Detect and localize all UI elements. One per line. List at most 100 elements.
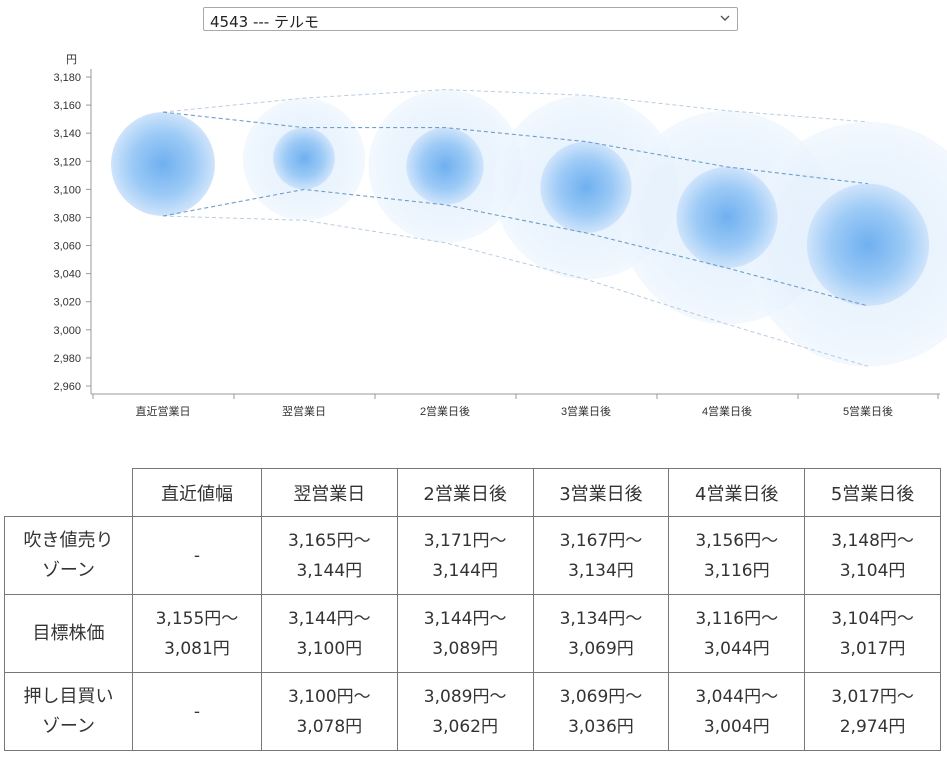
table-cell: 3,116円～ 3,044円: [668, 594, 806, 673]
target-bubble: [806, 183, 930, 306]
y-tick-label: 3,120: [53, 156, 81, 168]
table-cell-line: 2,974円: [839, 716, 906, 737]
table-cell-line: 3,104円: [839, 560, 906, 581]
x-tick-label: 5営業日後: [843, 404, 893, 418]
table-cell: 3,144円～ 3,089円: [396, 594, 534, 673]
table-cell-line: 3,089円: [432, 638, 498, 659]
table-cell-line: 3,134円～: [559, 608, 643, 629]
table-cell: 3,167円～ 3,134円: [532, 516, 670, 595]
table-cell: -: [132, 516, 262, 595]
table-cell-line: 3,144円: [296, 560, 363, 581]
row-label-line: ゾーン: [41, 559, 96, 581]
table-cell: 3,104円～ 3,017円: [804, 594, 941, 673]
table-cell-line: 3,069円～: [559, 686, 643, 707]
table-row: 吹き値売りゾーン - 3,165円～ 3,144円 3,171円～ 3,144円 3,167…: [4, 516, 941, 595]
buy-zone-line: [162, 215, 869, 367]
y-tick-label: 3,040: [53, 269, 81, 281]
table-cell: 3,165円～ 3,144円: [260, 516, 398, 595]
target-bubble: [540, 141, 632, 233]
target-bubble: [111, 112, 215, 217]
table-cell-line: 3,081円: [164, 638, 230, 659]
table-cell-line: 3,116円: [703, 560, 770, 581]
table-column-header: 翌営業日: [260, 468, 398, 517]
target-bubble: [676, 166, 778, 269]
stock-selector[interactable]: 4543 --- テルモ: [203, 7, 738, 31]
table-cell-line: 3,104円～: [831, 608, 914, 629]
row-label-line: ゾーン: [41, 715, 96, 737]
table-cell-line: 3,100円: [296, 638, 363, 659]
table-cell-line: 3,171円～: [423, 530, 507, 551]
x-tick-label: 3営業日後: [561, 404, 611, 418]
table-cell-line: -: [193, 545, 201, 566]
table-cell-line: 3,089円～: [423, 686, 507, 707]
y-tick-label: 2,960: [53, 381, 81, 393]
target-bubble: [406, 127, 484, 205]
x-tick-label: 2営業日後: [420, 404, 470, 418]
table-cell-line: 3,017円: [839, 638, 906, 659]
row-label: 押し目買い ゾーン: [4, 672, 133, 751]
y-tick-label: 3,160: [53, 100, 81, 112]
y-tick-label: 3,100: [53, 184, 81, 196]
stock-selector-value: 4543 --- テルモ: [210, 13, 319, 31]
y-tick-label: 3,020: [53, 297, 81, 309]
y-tick-label: 3,140: [53, 128, 81, 140]
table-cell: 3,089円～ 3,062円: [396, 672, 534, 751]
table-cell-line: 3,044円～: [695, 686, 779, 707]
table-column-header: 4営業日後: [668, 468, 806, 517]
table-cell: 3,155円～ 3,081円: [132, 594, 262, 673]
row-label-line: 目標株価: [32, 622, 105, 644]
x-tick-label: 4営業日後: [702, 404, 752, 418]
target-bubble: [273, 127, 335, 190]
row-label: 目標株価: [4, 594, 133, 673]
table-cell-line: 3,017円～: [831, 686, 914, 707]
table-column-header: 3営業日後: [532, 468, 670, 517]
target-low-line: [162, 188, 869, 307]
table-cell-line: 3,156円～: [695, 530, 779, 551]
y-tick-label: 3,180: [53, 72, 81, 84]
table-cell: 3,144円～ 3,100円: [260, 594, 398, 673]
table-cell: 3,017円～ 2,974円: [804, 672, 941, 751]
table-cell: 3,100円～ 3,078円: [260, 672, 398, 751]
table-cell-line: 3,078円: [296, 716, 363, 737]
table-cell-line: 3,167円～: [559, 530, 643, 551]
table-cell-line: 3,116円～: [695, 608, 779, 629]
table-column-header: 2営業日後: [396, 468, 534, 517]
table-cell: -: [132, 672, 262, 751]
table-cell: 3,069円～ 3,036円: [532, 672, 670, 751]
x-tick-label: 翌営業日: [282, 404, 326, 418]
table-cell: 3,134円～ 3,069円: [532, 594, 670, 673]
y-tick-label: 3,060: [53, 241, 81, 253]
table-cell: 3,148円～ 3,104円: [804, 516, 941, 595]
table-cell-line: 3,036円: [568, 716, 634, 737]
table-cell-line: 3,144円: [432, 560, 498, 581]
table-corner-cell: [4, 468, 133, 517]
row-label-line: 吹き値売り: [23, 529, 114, 551]
forecast-chart: 円 3,180 3,160 3,140 3,120 3,100 3,080 3,060 3,04…: [53, 54, 947, 418]
y-axis-unit: 円: [66, 54, 77, 66]
table-cell-line: -: [193, 701, 201, 722]
table-cell: 3,156円～ 3,116円: [668, 516, 806, 595]
table-cell-line: 3,165円～: [287, 530, 371, 551]
y-tick-label: 3,000: [53, 325, 81, 337]
y-tick-label: 2,980: [53, 353, 81, 365]
table-column-header: 直近値幅: [132, 468, 262, 517]
row-label-line: 押し目買い: [23, 685, 114, 707]
row-label: 吹き値売り ゾーン: [4, 516, 133, 595]
table-cell-line: 3,134円: [568, 560, 634, 581]
table-cell-line: 3,144円～: [423, 608, 507, 629]
table-cell: 3,171円～ 3,144円: [396, 516, 534, 595]
table-header-row: 直近値幅 翌営業日 2営業日後 3営業日後 4営業日後 5営業日後: [4, 468, 941, 517]
table-cell-line: 3,148円～: [831, 530, 914, 551]
table-cell: 3,044円～ 3,004円: [668, 672, 806, 751]
table-cell-line: 3,155円～: [155, 608, 239, 629]
table-row: 押し目買いゾーン - 3,100円～ 3,078円 3,089円～ 3,062円 3,069…: [4, 672, 941, 751]
target-high-line: [162, 111, 869, 185]
x-tick-label: 直近営業日: [136, 404, 191, 418]
y-tick-label: 3,080: [53, 212, 81, 224]
table-cell-line: 3,069円: [568, 638, 634, 659]
table-cell-line: 3,062円: [432, 716, 498, 737]
table-row: 目標株価 3,155円～ 3,081円 3,144円～ 3,100円 3,144円～ 3,0…: [4, 594, 941, 673]
table-cell-line: 3,004円: [703, 716, 770, 737]
chevron-down-icon: [720, 15, 730, 21]
sell-zone-line: [162, 89, 869, 123]
